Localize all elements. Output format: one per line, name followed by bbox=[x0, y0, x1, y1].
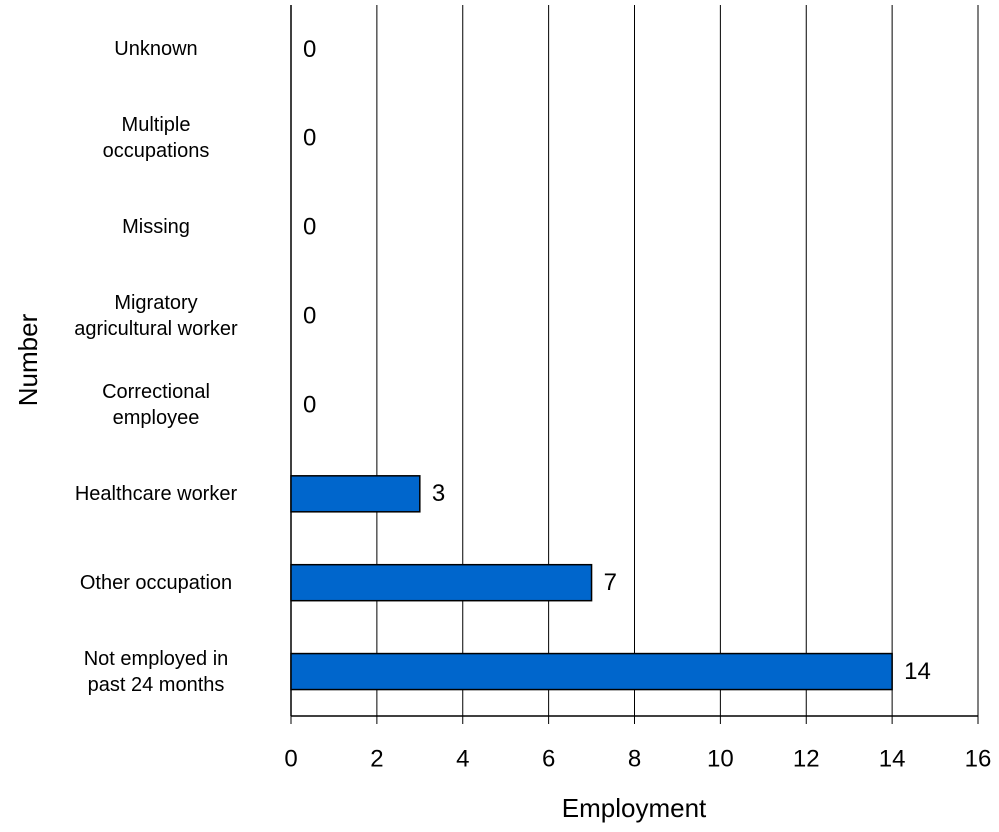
y-axis-label: Number bbox=[13, 313, 43, 406]
data-label: 0 bbox=[303, 214, 316, 241]
x-tick-label: 10 bbox=[707, 745, 734, 772]
data-label: 14 bbox=[904, 658, 931, 685]
data-label: 3 bbox=[432, 480, 445, 507]
y-tick-label: Other occupation bbox=[79, 571, 233, 594]
x-tick-label: 2 bbox=[370, 745, 383, 772]
bar bbox=[290, 475, 421, 513]
x-axis-label: Employment bbox=[562, 793, 707, 823]
data-label: 7 bbox=[604, 569, 617, 596]
y-tick-label: Migratory agricultural worker bbox=[74, 292, 238, 341]
y-tick-label: Correctional employee bbox=[102, 380, 210, 429]
data-label: 0 bbox=[303, 302, 316, 329]
y-tick-label: Healthcare worker bbox=[74, 482, 238, 505]
x-tick-label: 0 bbox=[284, 745, 297, 772]
y-tick-label: Not employed in past 24 months bbox=[83, 647, 229, 696]
bar bbox=[290, 652, 893, 691]
x-tick-label: 12 bbox=[793, 745, 820, 772]
bar bbox=[290, 563, 593, 602]
data-label: 0 bbox=[303, 391, 316, 418]
x-tick-label: 8 bbox=[628, 745, 641, 772]
x-tick-label: 14 bbox=[879, 745, 906, 772]
x-tick-label: 16 bbox=[965, 745, 992, 772]
data-label: 0 bbox=[303, 36, 316, 63]
y-tick-label: Multiple occupations bbox=[102, 114, 210, 163]
y-tick-label: Unknown bbox=[114, 38, 198, 61]
x-tick-label: 4 bbox=[456, 745, 469, 772]
y-tick-label: Missing bbox=[122, 216, 190, 239]
x-tick-label: 6 bbox=[542, 745, 555, 772]
data-label: 0 bbox=[303, 125, 316, 152]
